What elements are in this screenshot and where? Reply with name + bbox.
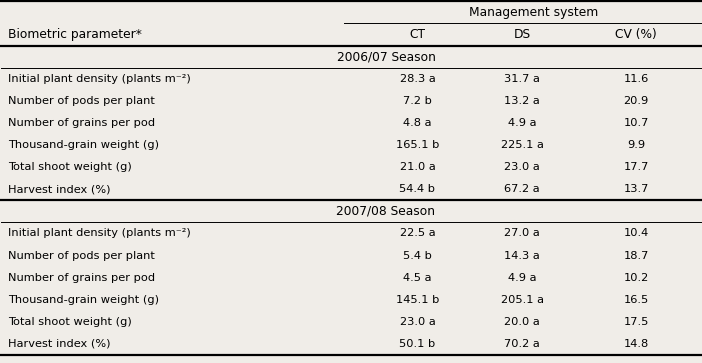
Text: 10.4: 10.4 — [623, 228, 649, 238]
Text: 23.0 a: 23.0 a — [505, 162, 540, 172]
Text: 7.2 b: 7.2 b — [403, 96, 432, 106]
Text: 28.3 a: 28.3 a — [399, 74, 435, 84]
Text: 10.2: 10.2 — [623, 273, 649, 283]
Text: 70.2 a: 70.2 a — [505, 339, 540, 349]
Text: 165.1 b: 165.1 b — [396, 140, 439, 150]
Text: 22.5 a: 22.5 a — [399, 228, 435, 238]
Text: 16.5: 16.5 — [623, 295, 649, 305]
Text: 145.1 b: 145.1 b — [396, 295, 439, 305]
Text: Initial plant density (plants m⁻²): Initial plant density (plants m⁻²) — [8, 74, 191, 84]
Text: Number of pods per plant: Number of pods per plant — [8, 96, 155, 106]
Text: 20.0 a: 20.0 a — [505, 317, 540, 327]
Text: 225.1 a: 225.1 a — [501, 140, 544, 150]
Text: 50.1 b: 50.1 b — [399, 339, 435, 349]
Text: 2006/07 Season: 2006/07 Season — [336, 50, 435, 63]
Text: 4.8 a: 4.8 a — [403, 118, 432, 128]
Text: Total shoot weight (g): Total shoot weight (g) — [8, 317, 132, 327]
Text: 9.9: 9.9 — [627, 140, 645, 150]
Text: Management system: Management system — [469, 6, 599, 19]
Text: CT: CT — [409, 28, 425, 41]
Text: 5.4 b: 5.4 b — [403, 250, 432, 261]
Text: Harvest index (%): Harvest index (%) — [8, 339, 111, 349]
Text: 20.9: 20.9 — [623, 96, 649, 106]
Text: Harvest index (%): Harvest index (%) — [8, 184, 111, 194]
Text: Thousand-grain weight (g): Thousand-grain weight (g) — [8, 295, 159, 305]
Text: 14.3 a: 14.3 a — [505, 250, 540, 261]
Text: 67.2 a: 67.2 a — [505, 184, 540, 194]
Text: 4.9 a: 4.9 a — [508, 273, 536, 283]
Text: 31.7 a: 31.7 a — [504, 74, 541, 84]
Text: 4.9 a: 4.9 a — [508, 118, 536, 128]
Text: 14.8: 14.8 — [623, 339, 649, 349]
Text: 13.7: 13.7 — [623, 184, 649, 194]
Text: CV (%): CV (%) — [616, 28, 657, 41]
Text: 13.2 a: 13.2 a — [505, 96, 540, 106]
Text: 10.7: 10.7 — [623, 118, 649, 128]
Text: Total shoot weight (g): Total shoot weight (g) — [8, 162, 132, 172]
Text: Number of pods per plant: Number of pods per plant — [8, 250, 155, 261]
Text: 54.4 b: 54.4 b — [399, 184, 435, 194]
Text: Number of grains per pod: Number of grains per pod — [8, 118, 156, 128]
Text: 18.7: 18.7 — [623, 250, 649, 261]
Text: 23.0 a: 23.0 a — [399, 317, 435, 327]
Text: 2007/08 Season: 2007/08 Season — [336, 205, 435, 218]
Text: 11.6: 11.6 — [623, 74, 649, 84]
Text: 17.5: 17.5 — [623, 317, 649, 327]
Text: 4.5 a: 4.5 a — [403, 273, 432, 283]
Text: Biometric parameter*: Biometric parameter* — [8, 28, 143, 41]
Text: DS: DS — [514, 28, 531, 41]
Text: Thousand-grain weight (g): Thousand-grain weight (g) — [8, 140, 159, 150]
Text: 21.0 a: 21.0 a — [399, 162, 435, 172]
Text: 27.0 a: 27.0 a — [505, 228, 540, 238]
Text: Number of grains per pod: Number of grains per pod — [8, 273, 156, 283]
Text: 17.7: 17.7 — [623, 162, 649, 172]
Text: 205.1 a: 205.1 a — [501, 295, 544, 305]
Text: Initial plant density (plants m⁻²): Initial plant density (plants m⁻²) — [8, 228, 191, 238]
